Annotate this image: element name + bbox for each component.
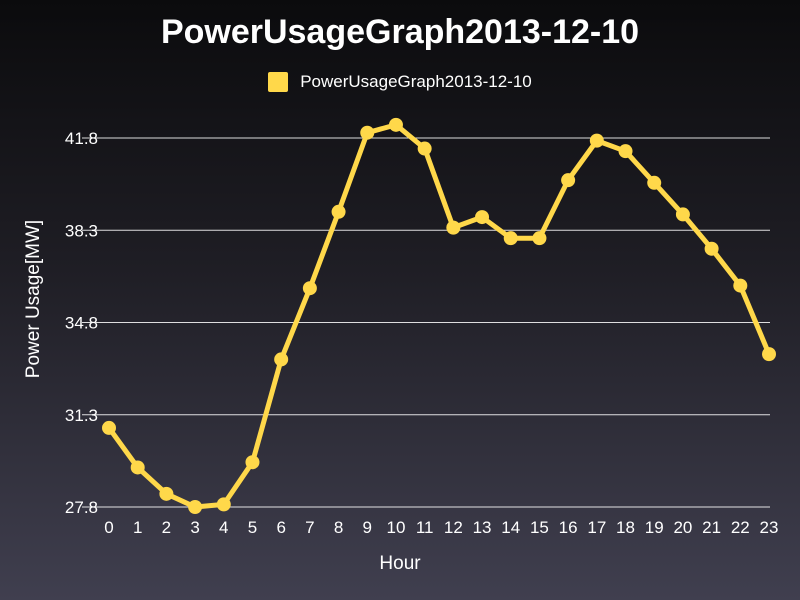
data-point xyxy=(675,207,690,222)
x-tick-label: 7 xyxy=(305,518,314,537)
x-tick-label: 15 xyxy=(530,518,549,537)
data-point xyxy=(503,231,518,246)
x-tick-label: 10 xyxy=(386,518,405,537)
y-tick-labels: 27.8 31.3 34.8 38.3 41.8 xyxy=(65,129,98,517)
data-point xyxy=(417,141,432,156)
data-point xyxy=(446,220,461,235)
x-tick-label: 5 xyxy=(248,518,257,537)
data-point xyxy=(589,133,604,148)
x-axis-label: Hour xyxy=(379,553,421,574)
x-tick-label: 16 xyxy=(559,518,578,537)
legend: PowerUsageGraph2013-12-10 xyxy=(0,72,800,92)
legend-label: PowerUsageGraph2013-12-10 xyxy=(300,72,532,91)
x-tick-label: 6 xyxy=(276,518,285,537)
data-point xyxy=(102,420,116,435)
x-tick-label: 22 xyxy=(731,518,750,537)
data-point xyxy=(188,500,203,514)
data-point xyxy=(647,175,662,190)
legend-swatch xyxy=(268,72,289,92)
y-tick-label: 38.3 xyxy=(65,221,98,240)
series-line xyxy=(106,122,772,510)
data-point xyxy=(618,144,633,159)
data-point xyxy=(388,117,403,132)
x-tick-label: 11 xyxy=(416,518,434,537)
x-tick-label: 23 xyxy=(760,518,779,537)
y-tick-label: 31.3 xyxy=(65,406,98,425)
x-tick-label: 12 xyxy=(444,518,463,537)
data-point xyxy=(475,210,490,225)
x-tick-label: 9 xyxy=(363,518,372,537)
y-tick-label: 34.8 xyxy=(65,314,98,333)
chart-title: PowerUsageGraph2013-12-10 xyxy=(160,13,640,51)
data-point xyxy=(159,486,174,501)
x-tick-label: 1 xyxy=(133,518,142,537)
data-point xyxy=(762,347,776,362)
x-tick-label: 14 xyxy=(501,518,520,537)
x-tick-label: 18 xyxy=(616,518,635,537)
y-tick-label: 41.8 xyxy=(65,129,98,148)
data-points xyxy=(102,117,776,514)
y-tick-label: 27.8 xyxy=(65,498,98,517)
data-point xyxy=(274,352,289,367)
x-tick-label: 21 xyxy=(702,518,721,537)
data-point xyxy=(704,241,719,256)
x-tick-label: 2 xyxy=(162,518,171,537)
x-tick-label: 19 xyxy=(645,518,664,537)
data-point xyxy=(532,231,547,246)
y-axis-label: Power Usage[MW] xyxy=(23,220,44,378)
data-point xyxy=(733,278,748,293)
x-tick-label: 0 xyxy=(104,518,113,537)
x-tick-labels: 0 1 2 3 4 5 6 7 8 9 10 11 12 13 14 15 16 17 18 19 20 21 22 23 xyxy=(104,518,778,537)
x-tick-label: 17 xyxy=(587,518,606,537)
x-tick-label: 4 xyxy=(219,518,228,537)
data-point xyxy=(331,204,346,219)
data-point xyxy=(360,125,375,140)
data-point xyxy=(216,497,231,512)
data-point xyxy=(561,173,576,188)
data-point xyxy=(130,460,145,475)
data-point xyxy=(245,455,260,470)
data-point xyxy=(302,281,317,296)
x-tick-label: 3 xyxy=(190,518,199,537)
x-tick-label: 8 xyxy=(334,518,343,537)
x-tick-label: 20 xyxy=(673,518,692,537)
x-tick-label: 13 xyxy=(473,518,492,537)
